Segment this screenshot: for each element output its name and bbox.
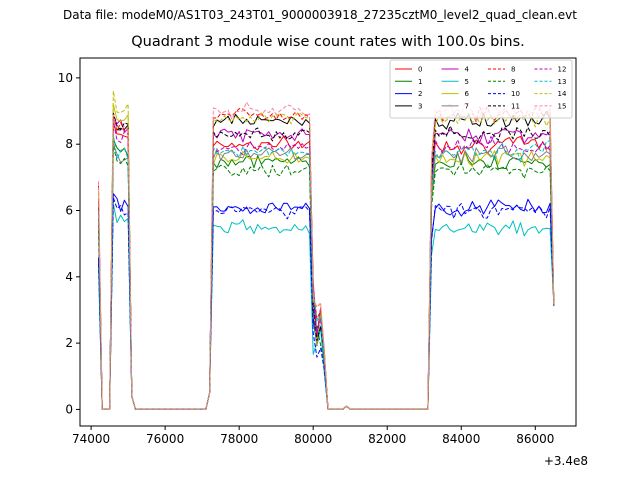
series-line-5	[98, 203, 555, 410]
legend-label-4: 4	[465, 66, 470, 74]
legend-label-8: 8	[511, 66, 515, 74]
y-tick-label: 6	[65, 204, 73, 218]
x-tick-label: 82000	[368, 432, 406, 446]
legend-label-7: 7	[465, 102, 469, 110]
axes-frame	[79, 57, 577, 427]
x-offset-label: +3.4e8	[544, 454, 588, 468]
x-tick-label: 74000	[72, 432, 110, 446]
series-line-9	[98, 145, 555, 410]
x-tick-label: 78000	[220, 432, 258, 446]
legend-label-3: 3	[418, 102, 422, 110]
legend-label-2: 2	[418, 90, 422, 98]
y-tick-label: 8	[65, 137, 73, 151]
y-tick-label: 0	[65, 402, 73, 416]
legend-label-0: 0	[418, 66, 422, 74]
x-tick-label: 80000	[294, 432, 332, 446]
legend-label-12: 12	[558, 66, 567, 74]
legend-label-5: 5	[465, 78, 469, 86]
y-tick-label: 4	[65, 270, 73, 284]
legend-label-6: 6	[465, 90, 470, 98]
legend-label-14: 14	[558, 90, 567, 98]
legend-label-1: 1	[418, 78, 422, 86]
series-line-3	[98, 110, 555, 410]
y-tick-label: 2	[65, 336, 73, 350]
legend-label-10: 10	[511, 90, 520, 98]
series-line-1	[98, 138, 555, 410]
x-tick-label: 76000	[146, 432, 184, 446]
legend-label-15: 15	[558, 102, 567, 110]
x-tick-label: 86000	[516, 432, 554, 446]
legend-label-9: 9	[511, 78, 515, 86]
chart-title: Quadrant 3 module wise count rates with …	[131, 34, 525, 50]
series-line-10	[98, 196, 555, 410]
series-layer	[98, 90, 555, 410]
series-line-13	[98, 133, 555, 410]
legend-box	[389, 59, 573, 119]
ticks-layer: 74000 76000 78000 80000 82000 84000 86000 0 2 4 6 8…	[58, 71, 555, 446]
y-tick-label: 10	[58, 71, 73, 85]
series-line-15	[98, 101, 555, 410]
x-tick-label: 84000	[442, 432, 480, 446]
series-line-4	[98, 116, 555, 410]
legend-label-11: 11	[511, 102, 520, 110]
series-line-11	[98, 112, 555, 410]
series-line-12	[98, 119, 555, 410]
legend-label-13: 13	[558, 78, 567, 86]
figure-suptitle: Data file: modeM0/AS1T03_243T01_90000039…	[63, 8, 577, 22]
series-line-7	[98, 143, 555, 410]
